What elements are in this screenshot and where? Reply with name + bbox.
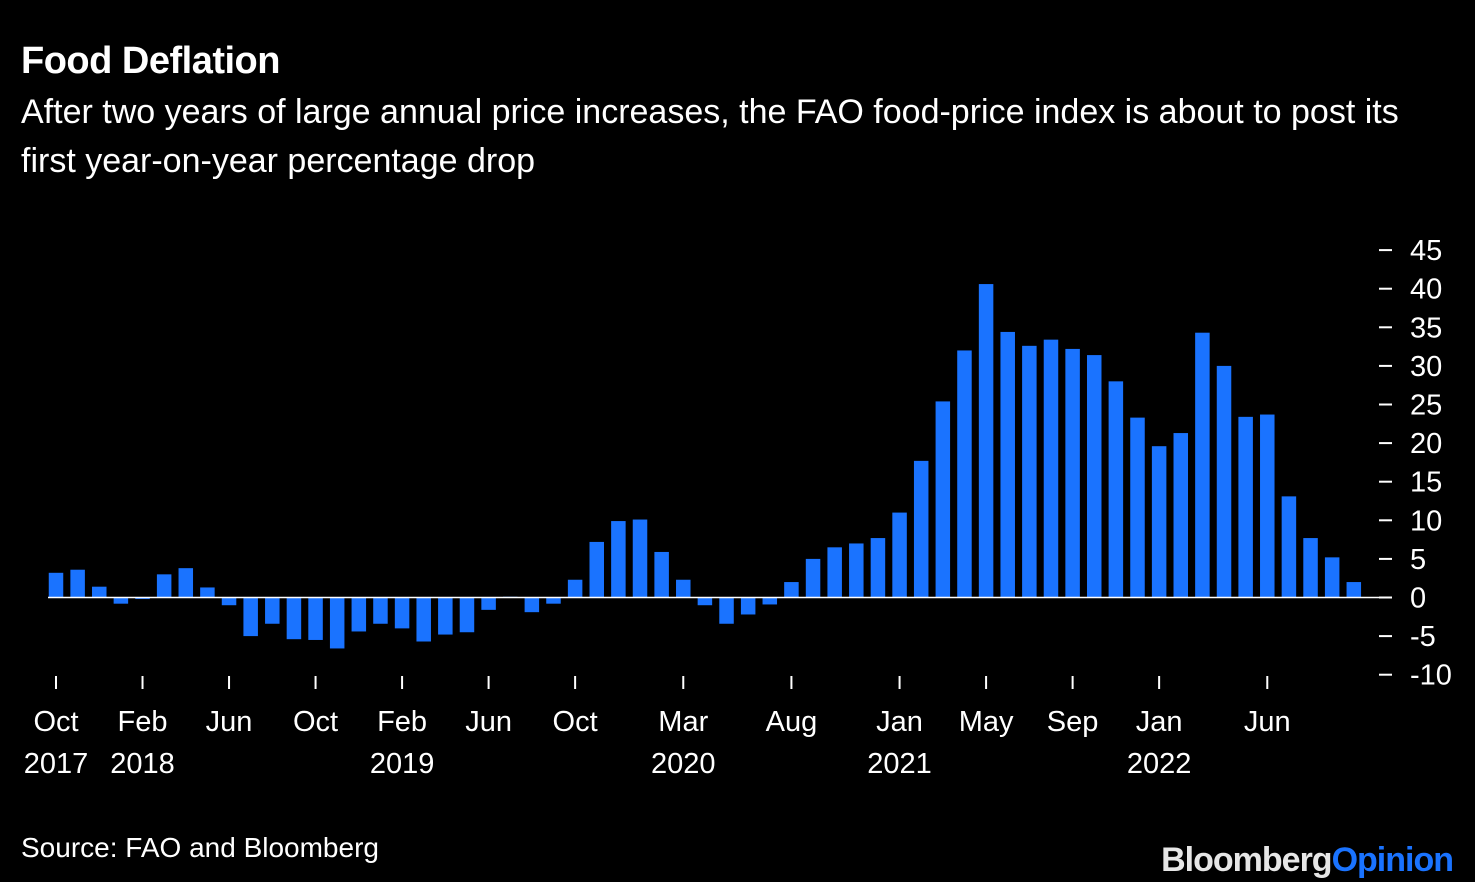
bar bbox=[221, 597, 237, 606]
bar bbox=[1324, 557, 1340, 598]
bar bbox=[265, 597, 280, 624]
bar bbox=[156, 574, 172, 598]
x-tick-label-year: 2017 bbox=[24, 748, 89, 780]
bar bbox=[178, 568, 194, 598]
x-tick-label-month: Oct bbox=[553, 706, 598, 738]
bar bbox=[654, 551, 669, 598]
y-tick-label: 10 bbox=[1410, 505, 1442, 537]
bar bbox=[438, 597, 453, 635]
x-tick-label-year: 2022 bbox=[1127, 748, 1192, 780]
bar bbox=[589, 541, 604, 598]
bloomberg-opinion-logo: BloombergOpinion bbox=[1161, 838, 1454, 882]
y-tick-label: 30 bbox=[1410, 351, 1442, 383]
bar bbox=[1281, 496, 1297, 598]
bar bbox=[697, 597, 713, 606]
bar bbox=[1086, 355, 1102, 598]
chart-subtitle: After two years of large annual price in… bbox=[21, 93, 1399, 180]
bar bbox=[135, 597, 150, 600]
bar bbox=[676, 579, 691, 598]
chart-title: Food Deflation bbox=[21, 40, 280, 82]
bar bbox=[913, 460, 929, 598]
x-tick-label-month: Feb bbox=[377, 706, 427, 738]
x-tick-label-month: Jan bbox=[876, 706, 923, 738]
bar bbox=[740, 597, 756, 615]
bar bbox=[1303, 538, 1318, 598]
bar bbox=[351, 597, 367, 632]
bar bbox=[1043, 339, 1059, 598]
x-tick-label-year: 2019 bbox=[370, 748, 435, 780]
x-tick-label-month: Aug bbox=[766, 706, 818, 738]
bar bbox=[978, 284, 994, 598]
x-tick-label-month: Oct bbox=[33, 706, 78, 738]
bar bbox=[48, 572, 64, 598]
bar bbox=[459, 597, 475, 633]
bar bbox=[286, 597, 302, 640]
y-tick-label: -10 bbox=[1410, 660, 1452, 692]
bar bbox=[1022, 345, 1037, 598]
x-tick-label-year: 2021 bbox=[867, 748, 932, 780]
bar bbox=[632, 519, 648, 598]
y-tick-label: 45 bbox=[1410, 235, 1442, 267]
bar bbox=[200, 587, 215, 598]
bar bbox=[308, 597, 323, 640]
x-tick-label-month: May bbox=[959, 706, 1014, 738]
bar bbox=[1216, 365, 1232, 598]
x-tick-label-month: Feb bbox=[118, 706, 168, 738]
bar bbox=[329, 597, 345, 649]
x-tick-label-month: Sep bbox=[1047, 706, 1099, 738]
logo-part-opinion: Opinion bbox=[1331, 841, 1454, 879]
bar bbox=[92, 586, 107, 598]
bar bbox=[567, 579, 583, 598]
bar bbox=[373, 597, 388, 624]
x-tick-label-month: Jun bbox=[1244, 706, 1291, 738]
source-note: Source: FAO and Bloomberg bbox=[21, 832, 379, 863]
bar bbox=[719, 597, 734, 624]
bar bbox=[1346, 582, 1362, 598]
bar bbox=[849, 543, 864, 598]
bar bbox=[827, 547, 842, 598]
x-tick-label-month: Jun bbox=[465, 706, 512, 738]
bar bbox=[1108, 381, 1124, 598]
bar bbox=[611, 521, 626, 598]
bar bbox=[870, 538, 886, 598]
x-tick-label-year: 2020 bbox=[651, 748, 716, 780]
bar bbox=[957, 350, 972, 598]
bar bbox=[762, 597, 778, 605]
bar bbox=[892, 512, 907, 598]
bar bbox=[1260, 414, 1275, 598]
bar bbox=[1000, 331, 1015, 598]
x-tick-label-month: Mar bbox=[658, 706, 708, 738]
y-tick-label: 20 bbox=[1410, 428, 1442, 460]
y-tick-label: 0 bbox=[1410, 583, 1426, 615]
bar bbox=[113, 597, 129, 604]
bar bbox=[1065, 348, 1080, 598]
x-tick-label-month: Jun bbox=[206, 706, 253, 738]
x-tick-label-year: 2018 bbox=[110, 748, 175, 780]
bar bbox=[70, 569, 85, 598]
logo-part-bloomberg: Bloomberg bbox=[1161, 841, 1332, 879]
x-tick-label-month: Jan bbox=[1136, 706, 1183, 738]
y-tick-label: 25 bbox=[1410, 390, 1442, 422]
bar bbox=[784, 582, 799, 598]
y-tick-label: -5 bbox=[1410, 621, 1436, 653]
bar bbox=[805, 558, 821, 598]
bar bbox=[1130, 417, 1145, 598]
y-tick-label: 40 bbox=[1410, 274, 1442, 306]
bar bbox=[1238, 416, 1253, 598]
bar bbox=[1195, 332, 1210, 598]
bar bbox=[243, 597, 258, 637]
y-tick-label: 15 bbox=[1410, 467, 1442, 499]
bar bbox=[546, 597, 561, 604]
bar bbox=[394, 597, 410, 629]
y-tick-label: 35 bbox=[1410, 312, 1442, 344]
y-tick-label: 5 bbox=[1410, 544, 1426, 576]
bar bbox=[1173, 433, 1189, 598]
bar bbox=[935, 401, 951, 598]
bar bbox=[1151, 446, 1167, 598]
bar bbox=[416, 597, 431, 642]
bar bbox=[481, 597, 496, 610]
bar bbox=[524, 597, 540, 613]
x-tick-label-month: Oct bbox=[293, 706, 338, 738]
